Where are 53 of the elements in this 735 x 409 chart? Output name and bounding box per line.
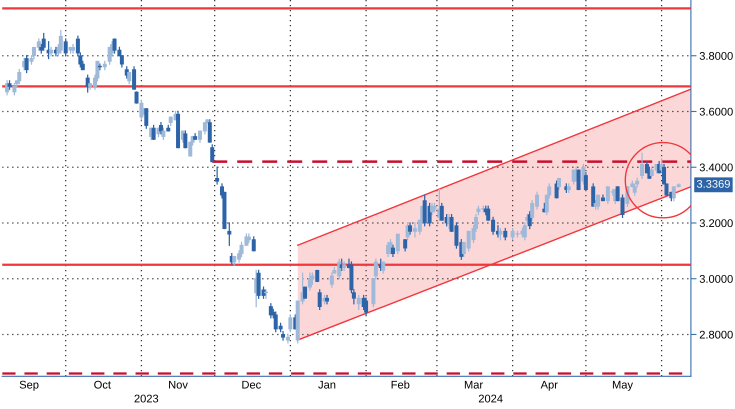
candlestick [408,222,412,235]
x-tick-label: Oct [94,380,111,389]
x-tick-label: Nov [169,380,188,389]
candlestick [134,91,139,104]
x-tick-label: Dec [242,380,261,389]
candlestick [557,178,562,190]
candlestick [584,172,588,190]
candlestick [127,72,132,84]
y-tick-label: 3.2000 [700,219,733,228]
candlestick [132,66,136,90]
candlestick [381,261,386,274]
candlestick [640,152,644,180]
candlestick [12,82,16,96]
y-tick-label: 3.6000 [700,108,733,116]
text: 2023 [134,394,158,402]
candlestick [308,272,312,290]
x-tick-label: Apr [540,380,558,391]
candlestick [17,69,22,84]
y-tick-label: 3.0000 [700,274,733,283]
candlestick [210,144,214,162]
text: 3.3369 [696,180,730,188]
candlestick [303,286,308,299]
candlestick [498,228,502,240]
candlestick [390,244,395,258]
candlestick [315,270,320,282]
text: 2024 [478,394,503,402]
y-tick-label: 2.8000 [700,330,733,339]
x-tick-label: Mar [464,380,483,389]
candlestick [396,234,400,254]
y-tick-label: 3.8000 [700,52,733,60]
candlestick [503,228,508,240]
candlestick [606,186,610,204]
candlestick [318,289,322,310]
candlestick [364,298,368,316]
candlestick [440,202,444,221]
candlestick [288,314,292,332]
x-tick-label: May [612,380,633,391]
candlestick [554,180,559,199]
x-tick-label: Sep [20,380,38,391]
x-tick-label: Feb [392,380,410,389]
candlestick [576,169,581,190]
candlestick [227,222,232,246]
candlestick [64,38,68,56]
x-tick-label: Jan [318,380,336,389]
y-tick-label: 3.4000 [700,164,733,172]
candlestick [215,166,220,185]
candlestick [591,183,596,207]
candlestick [252,236,256,252]
candlestick [403,239,408,252]
candlestick [356,294,361,310]
candlestick [58,30,63,54]
candlestick [42,32,46,51]
candlestick [158,122,163,134]
